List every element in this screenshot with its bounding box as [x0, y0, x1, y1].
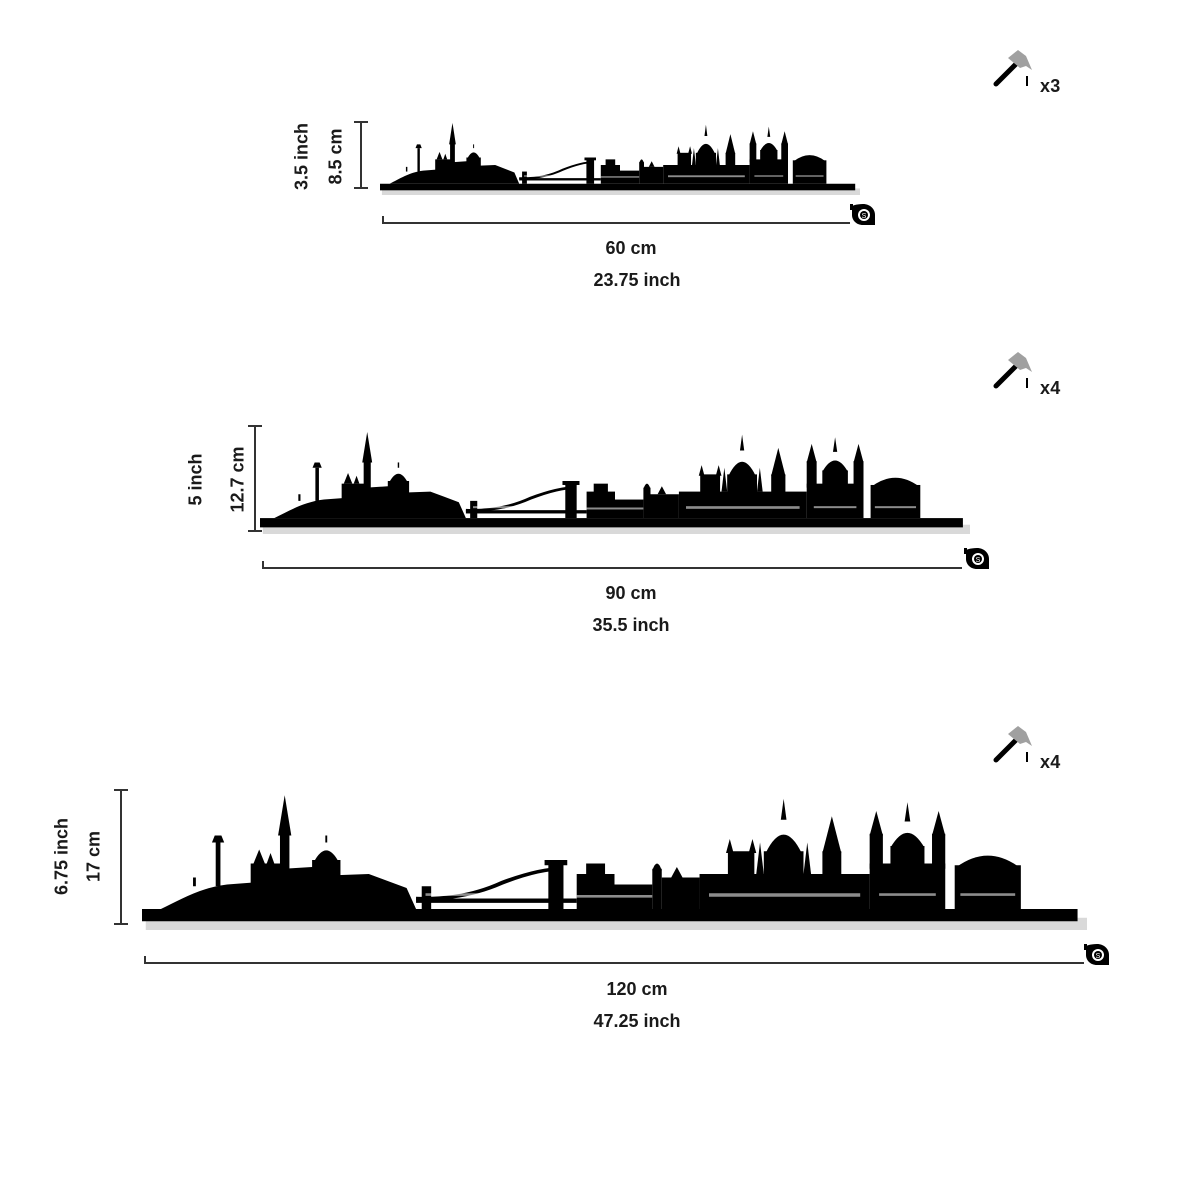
height-cm-label: 8.5 cm — [325, 128, 346, 185]
height-inch-label: 5 inch — [185, 453, 206, 506]
tape-measure-icon — [964, 548, 989, 569]
height-dimension-line — [114, 789, 128, 925]
width-dimension-line — [262, 561, 962, 569]
width-dimension-line — [144, 956, 1084, 964]
width-cm-label: 120 cm — [606, 979, 668, 999]
hanger-count-group: x4 — [992, 352, 1082, 402]
height-dimension-line — [354, 121, 368, 189]
budapest-skyline-silhouette — [260, 431, 970, 534]
budapest-skyline-silhouette — [380, 122, 860, 195]
tape-measure-icon — [850, 204, 875, 225]
height-cm-label: 12.7 cm — [227, 446, 248, 513]
hammer-icon — [993, 352, 1032, 389]
height-inch-label: 6.75 inch — [51, 817, 72, 896]
hanger-count-group: x3 — [992, 50, 1082, 100]
width-inch-label: 35.5 inch — [592, 615, 670, 635]
width-dimension-line — [382, 216, 850, 224]
height-cm-label: 17 cm — [83, 830, 104, 883]
height-dimension-line — [248, 425, 262, 532]
budapest-skyline-silhouette — [142, 795, 1087, 930]
hanger-count-group: x4 — [992, 726, 1082, 776]
hanger-quantity: x4 — [1040, 752, 1061, 772]
hanger-quantity: x3 — [1040, 76, 1061, 96]
width-cm-label: 60 cm — [605, 238, 657, 258]
width-cm-label: 90 cm — [605, 583, 657, 603]
hammer-icon — [993, 50, 1032, 87]
hanger-quantity: x4 — [1040, 378, 1061, 398]
hammer-icon — [993, 726, 1032, 763]
width-inch-label: 23.75 inch — [593, 270, 681, 290]
height-inch-label: 3.5 inch — [291, 122, 312, 191]
width-inch-label: 47.25 inch — [593, 1011, 681, 1031]
tape-measure-icon — [1084, 944, 1109, 965]
